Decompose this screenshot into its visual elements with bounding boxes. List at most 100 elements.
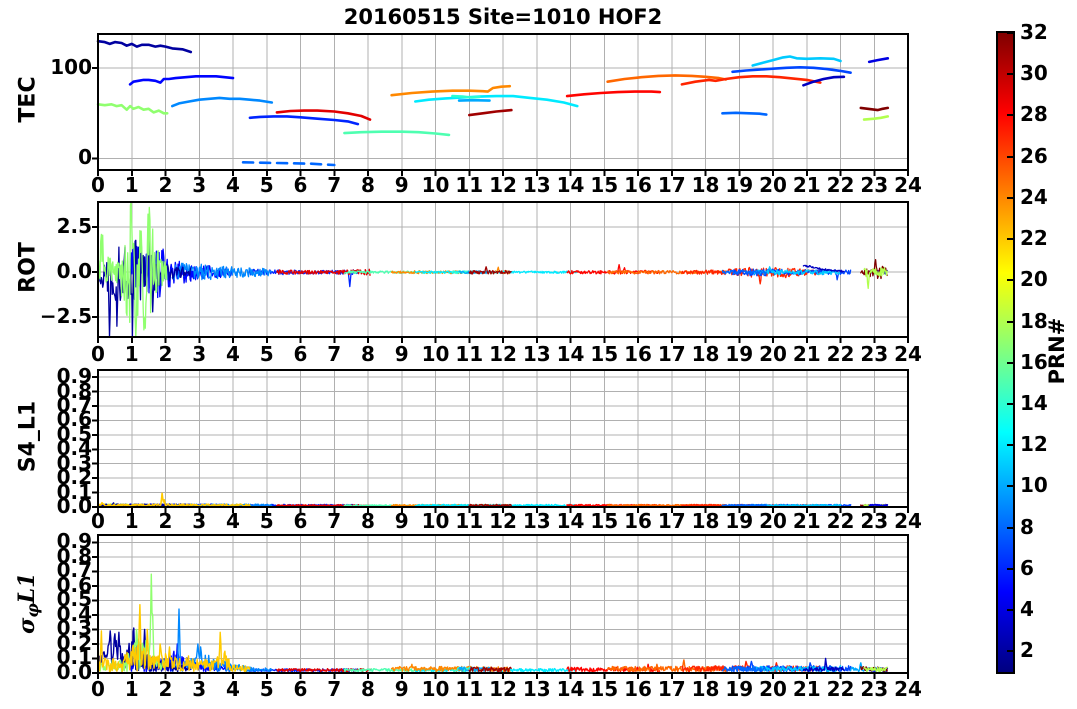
prn-2-trace — [96, 39, 193, 54]
y-tick-label: 0.1 — [56, 479, 92, 504]
y-tick-label: 0.1 — [56, 645, 92, 670]
x-tick-label: 18 — [691, 173, 720, 197]
x-tick-label: 0 — [91, 173, 105, 197]
prn-18-trace — [862, 115, 890, 121]
prn-29-trace — [276, 268, 371, 276]
rot-axis-label: ROT — [16, 187, 41, 347]
x-tick-label: 21 — [792, 173, 821, 197]
rot-subplot — [92, 201, 909, 343]
prn-4-trace — [867, 57, 890, 64]
colorbar-tick-mark — [1007, 444, 1013, 447]
x-tick-label: 24 — [894, 173, 922, 197]
prn-2-trace — [97, 228, 192, 338]
x-tick-label: 17 — [657, 677, 686, 701]
colorbar-axis-label: PRN# — [1045, 317, 1069, 384]
prn-25-trace — [606, 74, 728, 83]
x-tick-label: 15 — [590, 342, 619, 366]
y-tick-label: 0.5 — [56, 421, 92, 446]
x-tick-label: 2 — [158, 342, 173, 366]
x-tick-label: 3 — [192, 342, 207, 366]
colorbar-tick-mark — [1007, 320, 1013, 323]
x-tick-label: 20 — [759, 173, 787, 197]
sigphi-plot-canvas — [92, 534, 909, 679]
colorbar-tick-label: 16 — [1020, 349, 1048, 374]
x-tick-label: 22 — [826, 677, 855, 701]
x-tick-label: 1 — [124, 342, 139, 366]
x-tick-label: 4 — [226, 342, 240, 366]
x-tick-label: 1 — [124, 173, 139, 197]
prn-25-trace — [606, 659, 727, 673]
x-tick-label: 23 — [860, 173, 889, 197]
prn-8-trace — [721, 111, 768, 116]
prn-6-trace — [248, 115, 360, 126]
x-tick-label: 5 — [259, 173, 274, 197]
x-tick-label: 10 — [421, 677, 450, 701]
x-tick-label: 7 — [327, 677, 342, 701]
axis-label-part: ROT — [15, 241, 41, 293]
x-tick-label: 22 — [826, 342, 855, 366]
colorbar-tick-label: 22 — [1020, 226, 1048, 251]
x-tick-label: 18 — [691, 342, 720, 366]
colorbar-tick-label: 12 — [1020, 432, 1048, 457]
x-tick-label: 4 — [226, 677, 240, 701]
x-tick-label: 7 — [327, 342, 342, 366]
colorbar-tick-label: 24 — [1020, 184, 1048, 209]
s4l1-plot-canvas — [92, 369, 909, 513]
colorbar-tick-mark — [1007, 609, 1013, 612]
x-tick-label: 21 — [792, 677, 821, 701]
prn-22-trace — [97, 604, 251, 673]
figure-title: 20160515 Site=1010 HOF2 — [343, 5, 663, 29]
prn-11-trace — [752, 266, 842, 276]
x-tick-label: 23 — [860, 677, 889, 701]
x-tick-label: 6 — [293, 677, 308, 701]
x-tick-label: 10 — [421, 342, 450, 366]
prn-11-trace — [751, 503, 842, 508]
colorbar-tick-mark — [1007, 114, 1013, 117]
prn-24-trace — [390, 84, 512, 97]
x-tick-label: 0 — [91, 677, 105, 701]
y-tick-label: 100 — [50, 55, 92, 80]
x-tick-label: 17 — [657, 342, 686, 366]
prn-31-trace — [468, 666, 512, 673]
prn-17-trace — [96, 103, 169, 115]
prn-9-trace — [171, 262, 273, 281]
prn-9-trace — [171, 96, 274, 108]
x-tick-label: 6 — [293, 342, 308, 366]
s4l1-axis-label: S4_L1 — [16, 356, 41, 516]
colorbar-tick-mark — [1007, 485, 1013, 488]
prn-22-trace — [97, 492, 251, 507]
y-tick-label: 0.7 — [56, 393, 92, 418]
x-tick-label: 18 — [691, 677, 720, 701]
y-tick-label: 0.9 — [56, 529, 92, 554]
tec-subplot — [92, 33, 909, 176]
colorbar-tick-mark — [1007, 155, 1013, 158]
prn-18-trace — [863, 267, 888, 290]
x-tick-label: 11 — [455, 677, 484, 701]
colorbar-tick-label: 4 — [1020, 597, 1034, 622]
y-tick-label: 0.6 — [56, 407, 92, 432]
x-tick-label: 23 — [860, 342, 889, 366]
colorbar-tick-label: 8 — [1020, 514, 1034, 539]
prn-7-trace — [731, 66, 852, 74]
prn-28-trace — [565, 90, 662, 98]
axis-label-part: σ — [13, 617, 40, 634]
x-tick-label: 11 — [455, 173, 484, 197]
x-tick-label: 4 — [226, 173, 240, 197]
colorbar-tick-label: 10 — [1020, 473, 1048, 498]
x-tick-label: 6 — [293, 173, 308, 197]
colorbar-tick-mark — [1007, 279, 1013, 282]
x-tick-label: 13 — [522, 342, 551, 366]
y-tick-label: 0.9 — [56, 364, 92, 389]
x-tick-label: 3 — [192, 173, 207, 197]
x-tick-label: 20 — [759, 342, 787, 366]
prn-11-trace — [751, 55, 842, 67]
x-tick-label: 13 — [522, 677, 551, 701]
sigphi-subplot — [92, 534, 909, 679]
y-tick-label: 0.2 — [56, 630, 92, 655]
prn-31-trace — [468, 503, 512, 507]
colorbar-tick-mark — [1007, 73, 1013, 76]
x-tick-label: 8 — [361, 677, 375, 701]
y-tick-label: 0 — [78, 145, 92, 170]
x-tick-label: 16 — [624, 677, 652, 701]
